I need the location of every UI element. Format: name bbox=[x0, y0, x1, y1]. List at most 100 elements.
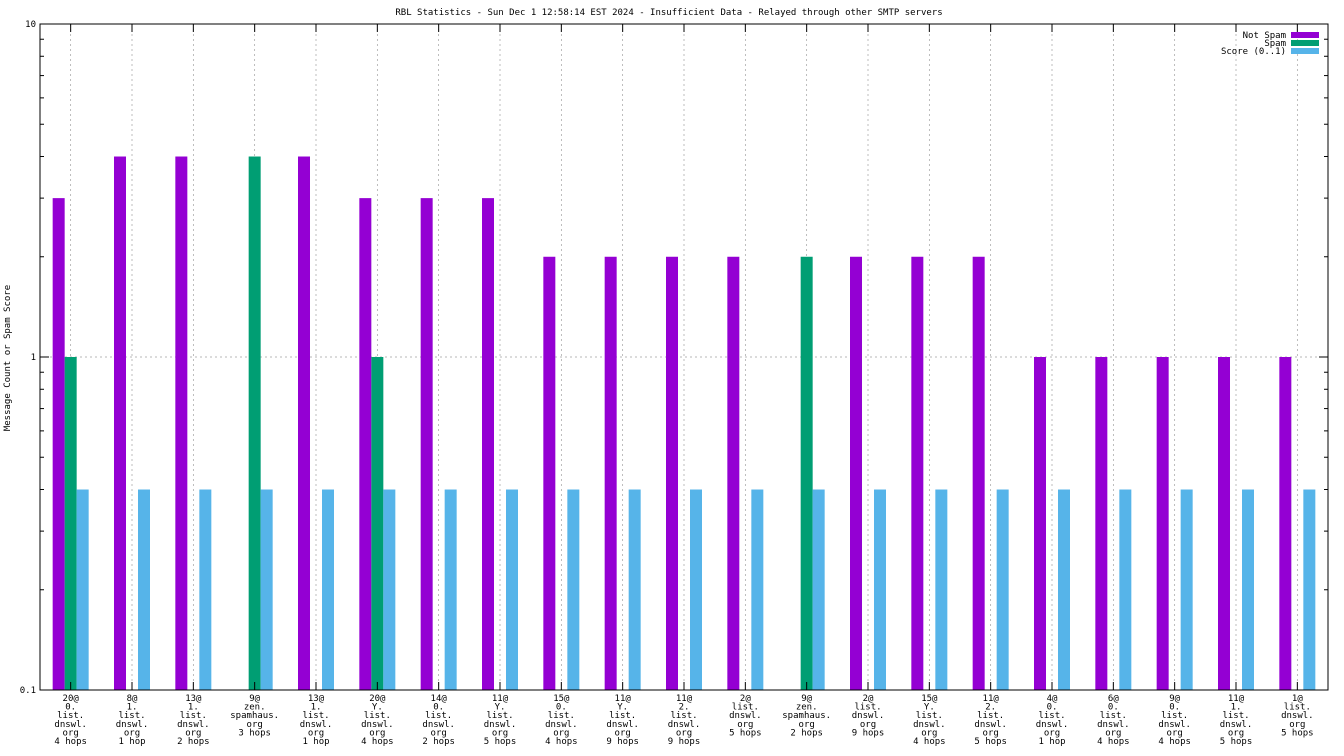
x-tick-label: list. bbox=[1222, 711, 1249, 721]
x-tick-label: spamhaus. bbox=[782, 711, 831, 721]
x-tick-label: list. bbox=[57, 711, 84, 721]
bar-score-0-1 bbox=[1303, 489, 1316, 690]
x-tick-label: 2@ bbox=[740, 694, 751, 704]
x-tick-label: dnswl. bbox=[852, 711, 885, 721]
x-tick-label: list. bbox=[732, 703, 759, 713]
x-tick-label: dnswl. bbox=[606, 720, 639, 730]
x-tick-label: 5 hops bbox=[729, 728, 762, 738]
x-tick-label: org bbox=[492, 728, 508, 738]
x-tick-label: dnswl. bbox=[422, 720, 455, 730]
x-tick-label: 1. bbox=[127, 703, 138, 713]
x-tick-label: 6@ bbox=[1108, 694, 1119, 704]
y-tick-label: 1 bbox=[31, 353, 36, 363]
x-tick-label: 20@ bbox=[63, 694, 80, 704]
x-tick-label: 4@ bbox=[1047, 694, 1058, 704]
x-tick-label: 0. bbox=[65, 703, 76, 713]
legend-swatch-spam bbox=[1291, 40, 1319, 46]
x-tick-label: list. bbox=[609, 711, 636, 721]
bar-score-0-1 bbox=[506, 489, 518, 690]
x-tick-label: zen. bbox=[244, 703, 266, 713]
x-tick-label: 1 hop bbox=[1038, 737, 1065, 747]
bar-score-0-1 bbox=[690, 489, 702, 690]
y-axis-label: Message Count or Spam Score bbox=[3, 285, 13, 431]
x-tick-label: list. bbox=[670, 711, 697, 721]
x-tick-label: org bbox=[921, 728, 937, 738]
x-tick-label: 1 hop bbox=[302, 737, 329, 747]
bar-not-spam bbox=[1279, 357, 1292, 690]
x-tick-label: 0. bbox=[433, 703, 444, 713]
x-tick-label: 9@ bbox=[249, 694, 260, 704]
x-tick-label: list. bbox=[364, 711, 391, 721]
bar-score-0-1 bbox=[567, 489, 580, 690]
legend-swatch-score-0-1 bbox=[1291, 48, 1319, 54]
bar-not-spam bbox=[1095, 357, 1108, 690]
x-tick-label: 4 hops bbox=[1158, 737, 1191, 747]
x-tick-label: org bbox=[1105, 728, 1121, 738]
x-tick-label: 14@ bbox=[431, 694, 448, 704]
x-tick-label: 2@ bbox=[863, 694, 874, 704]
x-tick-label: list. bbox=[1038, 711, 1065, 721]
bar-not-spam bbox=[727, 256, 740, 690]
x-tick-label: 15@ bbox=[553, 694, 570, 704]
legend-swatch-not-spam bbox=[1291, 32, 1319, 38]
x-tick-label: list. bbox=[854, 703, 881, 713]
bar-not-spam bbox=[666, 256, 678, 690]
x-tick-label: 9@ bbox=[801, 694, 812, 704]
x-tick-label: 9 hops bbox=[852, 728, 885, 738]
x-tick-label: dnswl. bbox=[668, 720, 701, 730]
x-tick-label: 11@ bbox=[676, 694, 693, 704]
bar-score-0-1 bbox=[935, 489, 948, 690]
x-tick-label: 0. bbox=[1108, 703, 1119, 713]
x-tick-label: org bbox=[553, 728, 569, 738]
x-tick-label: 0. bbox=[1047, 703, 1058, 713]
x-tick-label: list. bbox=[302, 711, 329, 721]
bar-score-0-1 bbox=[322, 489, 334, 690]
grid-lines bbox=[40, 24, 1328, 690]
bar-score-0-1 bbox=[1058, 489, 1070, 690]
bar-score-0-1 bbox=[628, 489, 641, 690]
x-tick-label: 9 hops bbox=[606, 737, 639, 747]
x-tick-label: list. bbox=[118, 711, 145, 721]
x-tick-label: 3 hops bbox=[238, 728, 271, 738]
bar-score-0-1 bbox=[76, 489, 89, 690]
x-tick-label: org bbox=[676, 728, 692, 738]
x-tick-label: 2. bbox=[679, 703, 690, 713]
bar-not-spam bbox=[52, 198, 65, 690]
bar-not-spam bbox=[359, 198, 372, 690]
x-tick-label: 4 hops bbox=[913, 737, 946, 747]
x-tick-label: 20@ bbox=[369, 694, 386, 704]
x-tick-label: list. bbox=[180, 711, 207, 721]
x-tick-label: org bbox=[124, 728, 140, 738]
x-tick-label: 1. bbox=[311, 703, 322, 713]
bar-not-spam bbox=[604, 256, 617, 690]
bar-not-spam bbox=[420, 198, 433, 690]
x-tick-label: spamhaus. bbox=[230, 711, 279, 721]
bar-spam bbox=[248, 156, 261, 690]
x-tick-label: dnswl. bbox=[361, 720, 394, 730]
x-tick-label: 1 hop bbox=[118, 737, 145, 747]
x-tick-label: 1. bbox=[188, 703, 199, 713]
x-tick-label: org bbox=[983, 728, 999, 738]
x-tick-label: list. bbox=[977, 711, 1004, 721]
x-tick-label: list. bbox=[1161, 711, 1188, 721]
bar-score-0-1 bbox=[260, 489, 273, 690]
x-tick-label: dnswl. bbox=[54, 720, 87, 730]
x-tick-label: org bbox=[185, 728, 201, 738]
x-tick-label: Y. bbox=[617, 703, 628, 713]
bar-not-spam bbox=[1156, 357, 1169, 690]
x-tick-label: 9 hops bbox=[668, 737, 701, 747]
bar-not-spam bbox=[850, 256, 862, 690]
x-tick-label: 5 hops bbox=[1220, 737, 1253, 747]
x-tick-label: 8@ bbox=[127, 694, 138, 704]
bar-score-0-1 bbox=[1242, 489, 1254, 690]
x-tick-label: list. bbox=[548, 711, 575, 721]
x-tick-label: 0. bbox=[1169, 703, 1180, 713]
x-tick-label: list. bbox=[1100, 711, 1127, 721]
legend-label-spam: Spam bbox=[1264, 39, 1286, 49]
x-tick-label: org bbox=[63, 728, 79, 738]
bars bbox=[52, 156, 1316, 690]
x-tick-label: 2. bbox=[985, 703, 996, 713]
x-tick-label: org bbox=[369, 728, 385, 738]
x-tick-label: 15@ bbox=[921, 694, 938, 704]
